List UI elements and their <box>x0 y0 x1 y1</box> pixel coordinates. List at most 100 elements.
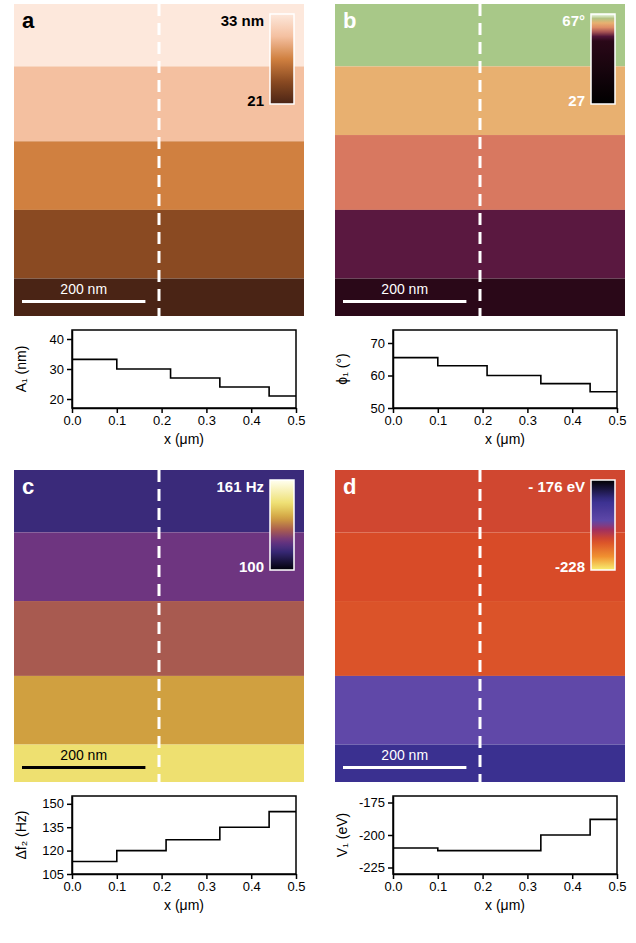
y-axis: 20 30 40 <box>50 331 73 409</box>
x-tick-label: 0.4 <box>243 879 261 894</box>
x-tick: 0.5 <box>287 408 305 428</box>
x-tick-label: 0.2 <box>474 413 492 428</box>
x-tick-label: 0.2 <box>153 413 171 428</box>
scale-bar <box>22 300 145 303</box>
y-tick: 20 <box>50 392 72 407</box>
profile-marks <box>393 819 617 850</box>
profile-line-marker <box>158 4 161 316</box>
y-tick: -225 <box>359 860 393 875</box>
scale-bar-label: 200 nm <box>381 281 428 297</box>
y-tick: -175 <box>359 795 393 810</box>
x-axis-title: x (μm) <box>485 431 525 447</box>
y-tick-label: -225 <box>359 860 385 875</box>
scale-bar <box>343 766 466 769</box>
y-axis: -225-200-175 <box>359 795 394 875</box>
image-map <box>14 4 304 316</box>
profile-plot: 0.00.10.20.30.40.5506070x (μm)ϕ₁ (°) <box>334 330 627 447</box>
plot-frame <box>393 330 617 408</box>
x-axis: 0.0 0.1 0.2 0.3 0.4 0.5 <box>384 874 626 894</box>
x-axis-title: x (μm) <box>164 431 204 447</box>
y-tick-label: 50 <box>371 401 385 416</box>
y-tick: 60 <box>371 368 393 383</box>
x-tick-label: 0.0 <box>384 879 402 894</box>
profile-plot: 0.00.10.20.30.40.5203040x (μm)A₁ (nm) <box>13 330 306 447</box>
colorbar-label: 67° <box>562 12 585 29</box>
y-tick-label: 135 <box>42 820 64 835</box>
colorbar-label: -228 <box>555 558 585 575</box>
y-tick-label: 150 <box>42 796 64 811</box>
x-tick: 0.3 <box>198 408 216 428</box>
x-tick: 0.2 <box>474 874 492 894</box>
x-axis-title: x (μm) <box>485 897 525 913</box>
y-tick-label: 20 <box>50 392 64 407</box>
scale-bar-label: 200 nm <box>60 747 107 763</box>
colorbar <box>270 480 294 570</box>
scale-bar <box>343 300 466 303</box>
x-tick: 0.3 <box>519 874 537 894</box>
panel-letter: c <box>22 474 34 499</box>
profile-line-marker <box>479 470 482 782</box>
x-tick-label: 0.0 <box>63 879 81 894</box>
x-tick-label: 0.3 <box>519 879 537 894</box>
x-tick: 0.4 <box>564 408 582 428</box>
colorbar-label: 21 <box>247 92 264 109</box>
y-tick: 50 <box>371 401 393 416</box>
y-tick: 105 <box>42 867 72 882</box>
x-tick-label: 0.0 <box>384 413 402 428</box>
figure: 33 nm21200 nma0.00.10.20.30.40.5203040x … <box>0 0 636 943</box>
x-tick: 0.2 <box>153 874 171 894</box>
x-tick: 0.0 <box>384 408 402 428</box>
x-tick: 0.3 <box>198 874 216 894</box>
y-axis: 105 120 135 150 <box>42 796 72 881</box>
panel-a: 33 nm21200 nma0.00.10.20.30.40.5203040x … <box>13 4 306 447</box>
profile-marks <box>72 359 296 396</box>
y-tick-label: 105 <box>42 867 64 882</box>
y-tick-label: 70 <box>371 336 385 351</box>
y-axis-title: V₁ (eV) <box>334 813 350 857</box>
y-axis-title: Δf₂ (Hz) <box>13 811 29 860</box>
colorbar-label: 33 nm <box>221 12 264 29</box>
profile-plot: 0.0 0.1 0.2 0.3 0.4 0.5 -225-200-175 x (μm) V₁ (… <box>334 795 627 913</box>
y-tick: 150 <box>42 796 72 811</box>
x-tick: 0.0 <box>384 874 402 894</box>
x-tick-label: 0.1 <box>108 879 126 894</box>
plot-frame <box>72 796 296 874</box>
x-tick-label: 0.1 <box>108 413 126 428</box>
colorbar-label: - 176 eV <box>528 478 585 495</box>
x-tick: 0.2 <box>474 408 492 428</box>
x-tick: 0.5 <box>608 408 626 428</box>
profile-line-marker <box>158 470 161 782</box>
image-map <box>335 4 625 316</box>
x-tick-label: 0.2 <box>153 879 171 894</box>
colorbar-label: 27 <box>568 92 585 109</box>
scale-bar-label: 200 nm <box>381 747 428 763</box>
x-tick-label: 0.3 <box>198 413 216 428</box>
x-tick-label: 0.1 <box>429 413 447 428</box>
profile-line-marker <box>479 4 482 316</box>
panel-d: - 176 eV-228200 nmd0.00.10.20.30.40.5-22… <box>334 470 627 913</box>
y-tick-label: 30 <box>50 362 64 377</box>
x-tick: 0.1 <box>429 408 447 428</box>
x-tick-label: 0.5 <box>287 879 305 894</box>
x-tick: 0.1 <box>429 874 447 894</box>
x-tick-label: 0.4 <box>564 879 582 894</box>
y-axis-title: ϕ₁ (°) <box>334 353 350 384</box>
x-tick-label: 0.5 <box>608 879 626 894</box>
x-axis: 0.00.10.20.30.40.5 <box>384 408 626 428</box>
x-tick: 0.2 <box>153 408 171 428</box>
scale-bar <box>22 766 145 769</box>
scale-bar-label: 200 nm <box>60 281 107 297</box>
y-tick-label: 40 <box>50 332 64 347</box>
x-tick: 0.0 <box>63 874 81 894</box>
x-tick-label: 0.3 <box>198 879 216 894</box>
x-tick-label: 0.4 <box>564 413 582 428</box>
x-tick: 0.5 <box>287 874 305 894</box>
x-axis: 0.00.10.20.30.40.5 <box>63 408 305 428</box>
y-tick-label: 120 <box>42 843 64 858</box>
y-tick-label: -175 <box>359 795 385 810</box>
profile-line <box>393 358 617 392</box>
panel-b: 67°27200 nmb0.00.10.20.30.40.5506070x (μ… <box>334 4 627 447</box>
y-tick: 120 <box>42 843 72 858</box>
image-map <box>14 470 304 782</box>
x-tick: 0.1 <box>108 408 126 428</box>
